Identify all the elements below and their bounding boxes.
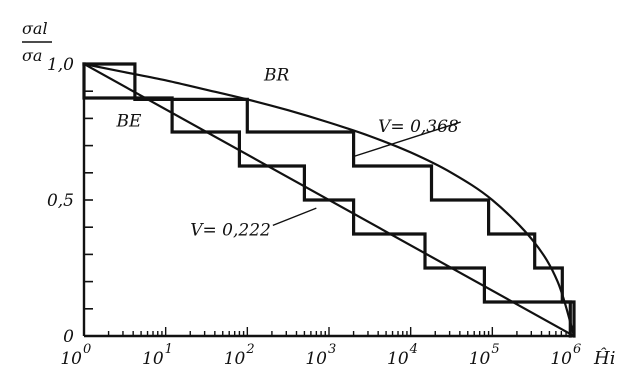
annotation-labels: BR BE V= 0,368 V= 0,222 <box>115 65 458 240</box>
annotation-v-0-222: V= 0,222 <box>190 220 271 240</box>
x-tick-label-exponent: 5 <box>491 342 499 357</box>
x-tick-label-base: 10 <box>142 349 164 369</box>
y-tick-label: 0 <box>63 327 74 347</box>
series-br <box>82 62 576 338</box>
x-axis-label: Ĥi <box>593 346 615 369</box>
y-tick-labels: 0 0,5 1,0 <box>47 55 74 347</box>
x-tick-label-exponent: 2 <box>245 342 254 357</box>
x-tick-label: 10 5 <box>469 342 500 369</box>
y-minor-ticks <box>84 63 93 310</box>
x-tick-label-base: 10 <box>305 349 327 369</box>
series-v-0-368 <box>82 62 576 338</box>
x-tick-labels: 10 0 10 1 10 2 10 3 10 4 10 5 10 6 <box>60 342 581 369</box>
x-tick-label: 10 6 <box>550 342 581 369</box>
x-tick-label: 10 3 <box>305 342 336 369</box>
x-tick-label-base: 10 <box>550 349 572 369</box>
annotation-pointer <box>272 207 317 227</box>
annotation-v-0-368: V= 0,368 <box>378 117 459 137</box>
annotation-pointer <box>353 121 461 158</box>
x-tick-label: 10 1 <box>142 342 173 369</box>
x-tick-label-exponent: 0 <box>83 342 91 357</box>
annotation-pointers <box>272 121 461 227</box>
x-tick-label-exponent: 3 <box>328 342 336 357</box>
x-tick-label-base: 10 <box>224 349 246 369</box>
x-tick-label-base: 10 <box>387 349 409 369</box>
x-tick-label: 10 2 <box>224 342 255 369</box>
x-tick-label-exponent: 1 <box>165 342 173 357</box>
y-axis-label-numerator: σal <box>22 19 48 38</box>
x-minor-ticks <box>83 327 575 336</box>
x-tick-label: 10 0 <box>60 342 91 369</box>
x-tick-label-exponent: 6 <box>573 342 581 357</box>
y-axis-title: σal σa <box>22 19 52 65</box>
x-tick-label-exponent: 4 <box>409 342 418 357</box>
x-tick-label: 10 4 <box>387 342 418 369</box>
y-tick-label: 1,0 <box>47 55 74 75</box>
x-tick-label-base: 10 <box>469 349 491 369</box>
x-tick-label-base: 10 <box>60 349 82 369</box>
annotation-be: BE <box>115 112 141 132</box>
series-v-0-222 <box>82 62 572 338</box>
y-tick-label: 0,5 <box>47 191 74 211</box>
annotation-br: BR <box>263 65 289 85</box>
plot-area <box>82 62 576 338</box>
series-layer <box>82 62 576 338</box>
y-axis-label-denominator: σa <box>22 46 42 65</box>
